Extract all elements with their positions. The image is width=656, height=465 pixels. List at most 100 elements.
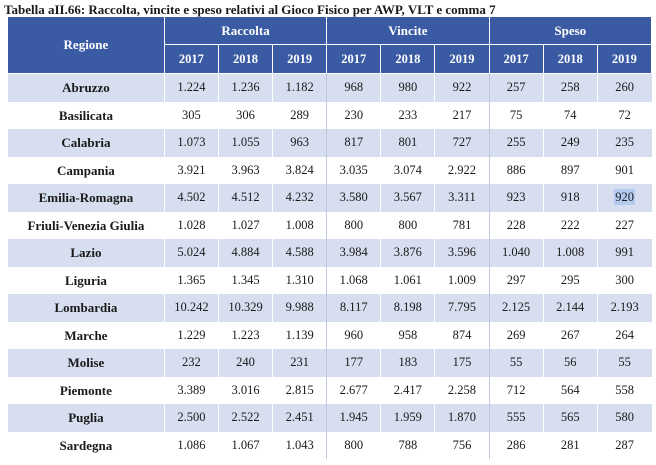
value-cell: 228 — [488, 211, 544, 239]
value-cell: 2.144 — [543, 294, 598, 322]
value-cell: 1.310 — [272, 266, 327, 294]
value-cell: 1.224 — [164, 73, 219, 102]
table-row: Molise 232 240 231 177 183 175 55 56 55 — [8, 349, 652, 377]
value-cell: 305 — [164, 101, 219, 129]
value-cell: 555 — [488, 404, 544, 432]
table-row: Liguria 1.365 1.345 1.310 1.068 1.061 1.009 297… — [8, 266, 652, 294]
value-cell: 175 — [434, 349, 490, 377]
value-cell: 817 — [326, 129, 381, 157]
value-cell: 297 — [488, 266, 544, 294]
data-table: Regione Raccolta Vincite Speso 2017 2018… — [8, 17, 653, 459]
value-cell: 267 — [543, 321, 598, 349]
region-name-cell: Marche — [8, 321, 165, 349]
region-name-cell: Piemonte — [8, 376, 165, 404]
value-cell: 874 — [434, 321, 490, 349]
region-column-header: Regione — [8, 17, 165, 74]
group-header-speso: Speso — [489, 17, 653, 45]
value-cell: 2.258 — [434, 376, 490, 404]
value-cell: 4.232 — [272, 184, 327, 212]
value-cell: 980 — [380, 73, 435, 102]
value-cell: 281 — [543, 431, 598, 459]
value-cell: 1.055 — [218, 129, 273, 157]
value-cell: 1.008 — [272, 211, 327, 239]
value-cell: 7.795 — [434, 294, 490, 322]
table-row: Marche 1.229 1.223 1.139 960 958 874 269 267 264 — [8, 321, 652, 349]
year-header: 2019 — [597, 44, 653, 74]
value-cell: 922 — [434, 73, 490, 102]
year-header: 2017 — [489, 44, 544, 74]
value-cell: 2.677 — [326, 376, 381, 404]
value-cell: 3.580 — [326, 184, 381, 212]
value-cell: 958 — [380, 321, 435, 349]
value-cell: 1.086 — [164, 431, 219, 459]
year-header: 2019 — [434, 44, 490, 74]
year-header: 2017 — [164, 44, 219, 74]
value-cell: 2.522 — [218, 404, 273, 432]
value-cell: 1.229 — [164, 321, 219, 349]
value-cell: 2.193 — [597, 294, 652, 322]
value-cell: 3.876 — [380, 239, 435, 267]
value-cell: 1.068 — [326, 266, 381, 294]
value-cell: 240 — [218, 349, 273, 377]
year-header: 2017 — [326, 44, 382, 74]
value-cell: 1.236 — [218, 73, 273, 102]
value-cell: 2.417 — [380, 376, 435, 404]
value-cell: 289 — [272, 101, 327, 129]
table-header: Regione Raccolta Vincite Speso 2017 2018… — [8, 17, 653, 74]
value-cell: 1.061 — [380, 266, 435, 294]
value-cell: 1.067 — [218, 431, 273, 459]
year-header: 2018 — [380, 44, 436, 74]
value-cell: 269 — [488, 321, 544, 349]
value-cell: 897 — [543, 156, 598, 184]
value-cell: 781 — [434, 211, 490, 239]
table-row: Lombardia 10.242 10.329 9.988 8.117 8.198 7.79… — [8, 294, 652, 322]
value-cell: 255 — [488, 129, 544, 157]
value-cell: 286 — [488, 431, 544, 459]
value-cell: 257 — [488, 73, 544, 102]
table-caption: Tabella aII.66: Raccolta, vincite e spes… — [4, 2, 496, 17]
value-cell: 1.008 — [543, 239, 598, 267]
value-cell: 1.043 — [272, 431, 327, 459]
region-name-cell: Sardegna — [8, 431, 165, 459]
value-cell: 2.922 — [434, 156, 490, 184]
value-cell: 56 — [543, 349, 598, 377]
value-cell: 4.588 — [272, 239, 327, 267]
value-cell: 800 — [326, 211, 381, 239]
value-cell: 3.389 — [164, 376, 219, 404]
value-cell: 2.500 — [164, 404, 219, 432]
value-cell: 3.567 — [380, 184, 435, 212]
value-cell: 1.345 — [218, 266, 273, 294]
value-cell: 1.365 — [164, 266, 219, 294]
value-cell: 264 — [597, 321, 652, 349]
value-cell: 55 — [597, 349, 652, 377]
value-cell: 756 — [434, 431, 490, 459]
value-cell: 580 — [597, 404, 652, 432]
value-cell: 287 — [597, 431, 652, 459]
value-cell: 233 — [380, 101, 435, 129]
value-cell: 75 — [488, 101, 544, 129]
table-row: Basilicata 305 306 289 230 233 217 75 74 72 — [8, 101, 652, 129]
value-cell: 558 — [597, 376, 652, 404]
value-cell: 72 — [597, 101, 652, 129]
value-cell: 1.073 — [164, 129, 219, 157]
region-name-cell: Basilicata — [8, 101, 165, 129]
value-cell: 991 — [597, 239, 652, 267]
value-cell: 55 — [488, 349, 544, 377]
value-cell: 1.870 — [434, 404, 490, 432]
value-cell: 2.815 — [272, 376, 327, 404]
value-cell: 1.028 — [164, 211, 219, 239]
region-name-cell: Abruzzo — [8, 73, 165, 102]
value-cell: 295 — [543, 266, 598, 294]
value-cell: 960 — [326, 321, 381, 349]
table-row: Calabria 1.073 1.055 963 817 801 727 255 249 235 — [8, 129, 652, 157]
value-cell: 258 — [543, 73, 598, 102]
value-cell: 3.984 — [326, 239, 381, 267]
region-name-cell: Campania — [8, 156, 165, 184]
value-cell: 4.502 — [164, 184, 219, 212]
value-cell: 8.117 — [326, 294, 381, 322]
value-cell: 74 — [543, 101, 598, 129]
value-cell: 968 — [326, 73, 381, 102]
value-cell: 564 — [543, 376, 598, 404]
year-header: 2018 — [218, 44, 274, 74]
table-row: Lazio 5.024 4.884 4.588 3.984 3.876 3.596 1.040… — [8, 239, 652, 267]
